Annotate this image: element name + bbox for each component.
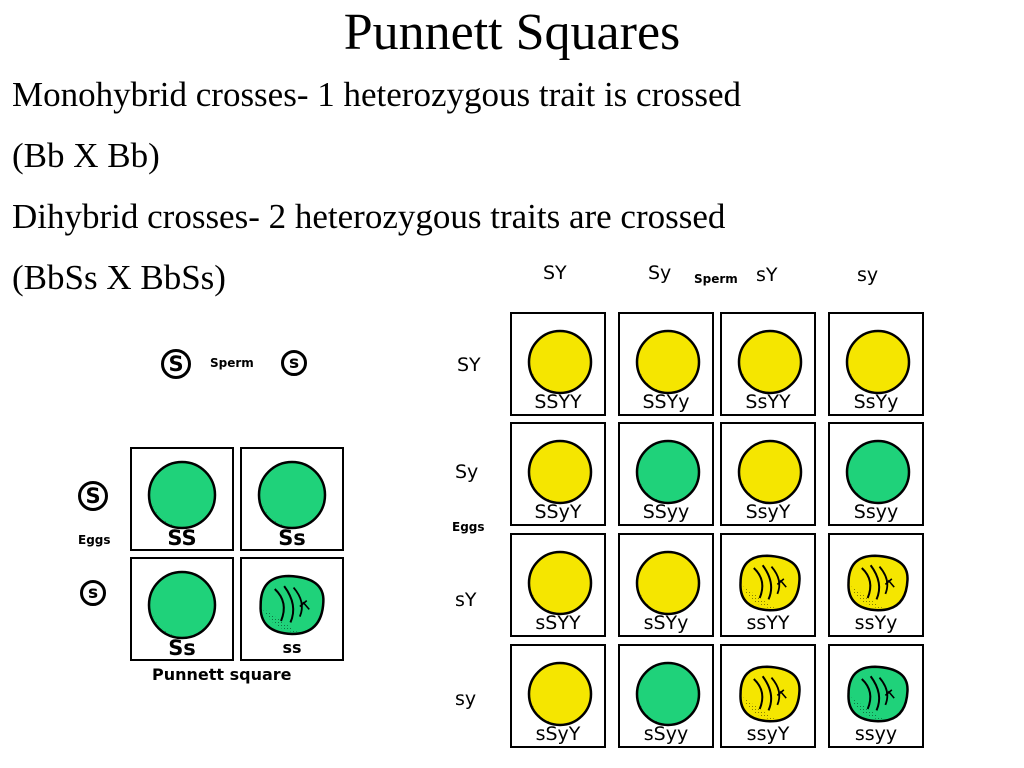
sperm-allele-sY: sY <box>756 264 778 286</box>
egg-allele-sY: sY <box>455 589 477 611</box>
di-genotype-label: SSYy <box>642 391 690 413</box>
mono-genotype-label: ss <box>282 638 302 657</box>
egg-allele-dominant: S <box>78 481 108 511</box>
di-cell-1-0: SSyY <box>510 422 606 526</box>
di-cell-3-0: sSyY <box>510 644 606 748</box>
di-genotype-label: SsYY <box>745 391 791 413</box>
egg-allele-SY: SY <box>457 354 481 376</box>
di-cell-2-0: sSYY <box>510 533 606 637</box>
di-genotype-label: ssYY <box>746 612 790 634</box>
di-cell-2-3: ssYy <box>828 533 924 637</box>
mono-genotype-label: SS <box>167 526 197 550</box>
mono-genotype-label: Ss <box>168 636 196 660</box>
di-cell-3-1: sSyy <box>618 644 714 748</box>
sperm-allele-sy: sy <box>857 264 879 286</box>
mono-cell-0-0: SS <box>130 447 234 551</box>
di-genotype-label: SSyY <box>534 501 582 523</box>
di-cell-3-2: ssyY <box>720 644 816 748</box>
bullet-dihybrid-example: (BbSs X BbSs) <box>12 258 226 297</box>
mono-cell-0-1: Ss <box>240 447 344 551</box>
slide-title: Punnett Squares <box>343 4 681 61</box>
di-eggs-label: Eggs <box>452 520 485 534</box>
di-genotype-label: SsYy <box>853 391 899 413</box>
di-cell-0-2: SsYY <box>720 312 816 416</box>
di-genotype-label: Ssyy <box>853 501 899 523</box>
sperm-allele-dominant: S <box>161 349 191 379</box>
di-genotype-label: sSyy <box>643 723 689 745</box>
mono-cell-1-1: ss <box>240 557 344 661</box>
di-genotype-label: ssyy <box>854 723 898 745</box>
di-genotype-label: SsyY <box>745 501 791 523</box>
egg-allele-Sy: Sy <box>455 461 479 483</box>
sperm-allele-Sy: Sy <box>648 262 672 284</box>
sperm-allele-recessive: s <box>281 350 307 376</box>
di-sperm-label: Sperm <box>694 272 738 286</box>
bullet-dihybrid: Dihybrid crosses- 2 heterozygous traits … <box>12 197 726 236</box>
egg-allele-recessive: s <box>80 580 106 606</box>
di-genotype-label: sSYY <box>535 612 581 634</box>
di-cell-1-3: Ssyy <box>828 422 924 526</box>
di-cell-3-3: ssyy <box>828 644 924 748</box>
di-cell-2-1: sSYy <box>618 533 714 637</box>
di-genotype-label: SSyy <box>642 501 690 523</box>
bullet-monohybrid: Monohybrid crosses- 1 heterozygous trait… <box>12 75 742 114</box>
di-cell-0-1: SSYy <box>618 312 714 416</box>
sperm-allele-SY: SY <box>543 262 567 284</box>
bullet-monohybrid-example: (Bb X Bb) <box>12 136 160 175</box>
mono-caption: Punnett square <box>152 665 292 684</box>
di-cell-0-0: SSYY <box>510 312 606 416</box>
di-genotype-label: sSYy <box>643 612 689 634</box>
di-genotype-label: SSYY <box>534 391 582 413</box>
di-genotype-label: ssYy <box>854 612 898 634</box>
mono-genotype-label: Ss <box>278 526 306 550</box>
di-cell-1-1: SSyy <box>618 422 714 526</box>
di-cell-2-2: ssYY <box>720 533 816 637</box>
di-cell-1-2: SsyY <box>720 422 816 526</box>
egg-allele-sy: sy <box>455 688 477 710</box>
di-genotype-label: sSyY <box>535 723 581 745</box>
di-genotype-label: ssyY <box>746 723 790 745</box>
mono-eggs-label: Eggs <box>78 533 111 547</box>
mono-sperm-label: Sperm <box>210 356 254 370</box>
di-cell-0-3: SsYy <box>828 312 924 416</box>
mono-cell-1-0: Ss <box>130 557 234 661</box>
